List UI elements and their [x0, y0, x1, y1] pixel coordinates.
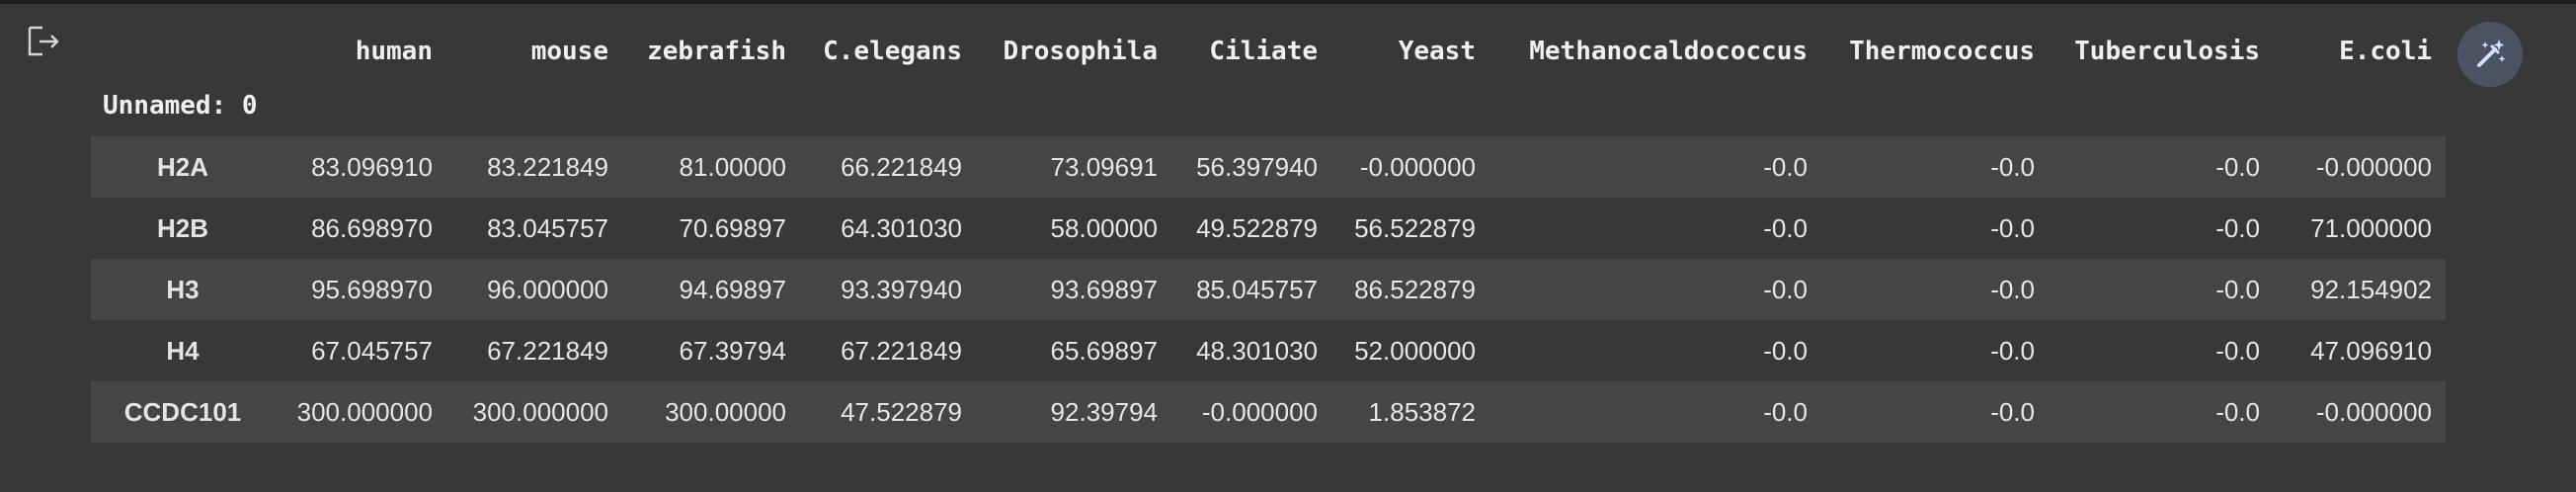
- column-header: Methanocaldococcus: [1529, 37, 1808, 66]
- table-cell: 86.522879: [1354, 274, 1476, 304]
- table-cell: 47.096910: [2310, 335, 2432, 366]
- dataframe-table: human mouse zebrafish C.elegans Drosophi…: [91, 28, 2446, 443]
- table-cell: 1.853872: [1368, 396, 1476, 427]
- index-name-row: Unnamed: 0: [91, 75, 2446, 136]
- magic-wand-button[interactable]: [2457, 22, 2523, 87]
- table-cell: 65.69897: [1050, 335, 1158, 366]
- table-row: H2B 86.698970 83.045757 70.69897 64.3010…: [91, 198, 2446, 259]
- index-corner-header: [91, 28, 275, 75]
- table-row: H3 95.698970 96.000000 94.69897 93.39794…: [91, 259, 2446, 320]
- table-cell: -0.000000: [1359, 151, 1476, 182]
- table-cell: 67.221849: [487, 335, 608, 366]
- table-cell: 96.000000: [487, 274, 608, 304]
- column-header: Thermococcus: [1849, 37, 2035, 66]
- table-row: H4 67.045757 67.221849 67.39794 67.22184…: [91, 320, 2446, 381]
- table-cell: -0.000000: [2315, 396, 2432, 427]
- row-label: H2B: [156, 212, 208, 243]
- column-header: human: [355, 37, 433, 66]
- table-cell: -0.0: [1990, 274, 2035, 304]
- table-cell: 70.69897: [679, 212, 786, 243]
- table-cell: 92.154902: [2310, 274, 2432, 304]
- table-cell: -0.0: [1990, 151, 2035, 182]
- column-header: Tuberculosis: [2074, 37, 2260, 66]
- table-cell: -0.0: [1763, 151, 1808, 182]
- dataframe-output: human mouse zebrafish C.elegans Drosophi…: [91, 28, 2446, 443]
- table-cell: 52.000000: [1354, 335, 1476, 366]
- column-header: Drosophila: [1003, 37, 1158, 66]
- table-cell: -0.0: [2215, 212, 2260, 243]
- row-label: H3: [166, 274, 200, 304]
- table-cell: 300.000000: [296, 396, 433, 427]
- table-cell: 67.39794: [679, 335, 786, 366]
- table-cell: 47.522879: [841, 396, 962, 427]
- table-cell: 67.221849: [841, 335, 962, 366]
- table-cell: -0.000000: [2315, 151, 2432, 182]
- table-cell: 81.00000: [679, 151, 786, 182]
- column-header: E.coli: [2339, 37, 2432, 66]
- table-cell: 48.301030: [1196, 335, 1318, 366]
- table-cell: -0.0: [1990, 335, 2035, 366]
- row-label: CCDC101: [123, 396, 242, 427]
- row-label: H4: [166, 335, 200, 366]
- table-cell: 83.045757: [487, 212, 608, 243]
- output-arrow-icon[interactable]: [24, 22, 63, 61]
- table-cell: 67.045757: [311, 335, 433, 366]
- table-cell: 94.69897: [679, 274, 786, 304]
- table-cell: -0.0: [2215, 335, 2260, 366]
- table-cell: -0.0: [2215, 396, 2260, 427]
- table-row: CCDC101 300.000000 300.000000 300.00000 …: [91, 381, 2446, 443]
- table-cell: 56.397940: [1196, 151, 1318, 182]
- table-cell: 86.698970: [311, 212, 433, 243]
- column-header: Ciliate: [1209, 37, 1318, 66]
- column-header: zebrafish: [647, 37, 786, 66]
- table-cell: -0.0: [1763, 335, 1808, 366]
- column-header-row: human mouse zebrafish C.elegans Drosophi…: [91, 28, 2446, 75]
- row-label: H2A: [156, 151, 208, 182]
- table-cell: 83.221849: [487, 151, 608, 182]
- table-cell: -0.0: [1763, 212, 1808, 243]
- table-cell: 93.69897: [1050, 274, 1158, 304]
- table-cell: -0.0: [1763, 396, 1808, 427]
- table-cell: 83.096910: [311, 151, 433, 182]
- table-cell: -0.0: [2215, 274, 2260, 304]
- table-cell: -0.0: [2215, 151, 2260, 182]
- cell-top-border: [0, 0, 2576, 4]
- index-name: Unnamed: 0: [103, 91, 258, 121]
- table-cell: 71.000000: [2310, 212, 2432, 243]
- table-cell: -0.0: [1763, 274, 1808, 304]
- table-cell: -0.0: [1990, 212, 2035, 243]
- table-cell: -0.0: [1990, 396, 2035, 427]
- table-cell: 92.39794: [1050, 396, 1158, 427]
- column-header: Yeast: [1398, 37, 1476, 66]
- table-cell: -0.000000: [1201, 396, 1318, 427]
- table-cell: 85.045757: [1196, 274, 1318, 304]
- table-cell: 300.00000: [665, 396, 786, 427]
- column-header: mouse: [530, 37, 608, 66]
- table-cell: 56.522879: [1354, 212, 1476, 243]
- column-header: C.elegans: [823, 37, 962, 66]
- magic-wand-icon: [2477, 40, 2506, 67]
- table-cell: 58.00000: [1050, 212, 1158, 243]
- table-cell: 93.397940: [841, 274, 962, 304]
- table-cell: 64.301030: [841, 212, 962, 243]
- table-cell: 73.09691: [1050, 151, 1158, 182]
- table-cell: 49.522879: [1196, 212, 1318, 243]
- table-cell: 95.698970: [311, 274, 433, 304]
- table-cell: 300.000000: [472, 396, 608, 427]
- table-row: H2A 83.096910 83.221849 81.00000 66.2218…: [91, 136, 2446, 198]
- table-cell: 66.221849: [841, 151, 962, 182]
